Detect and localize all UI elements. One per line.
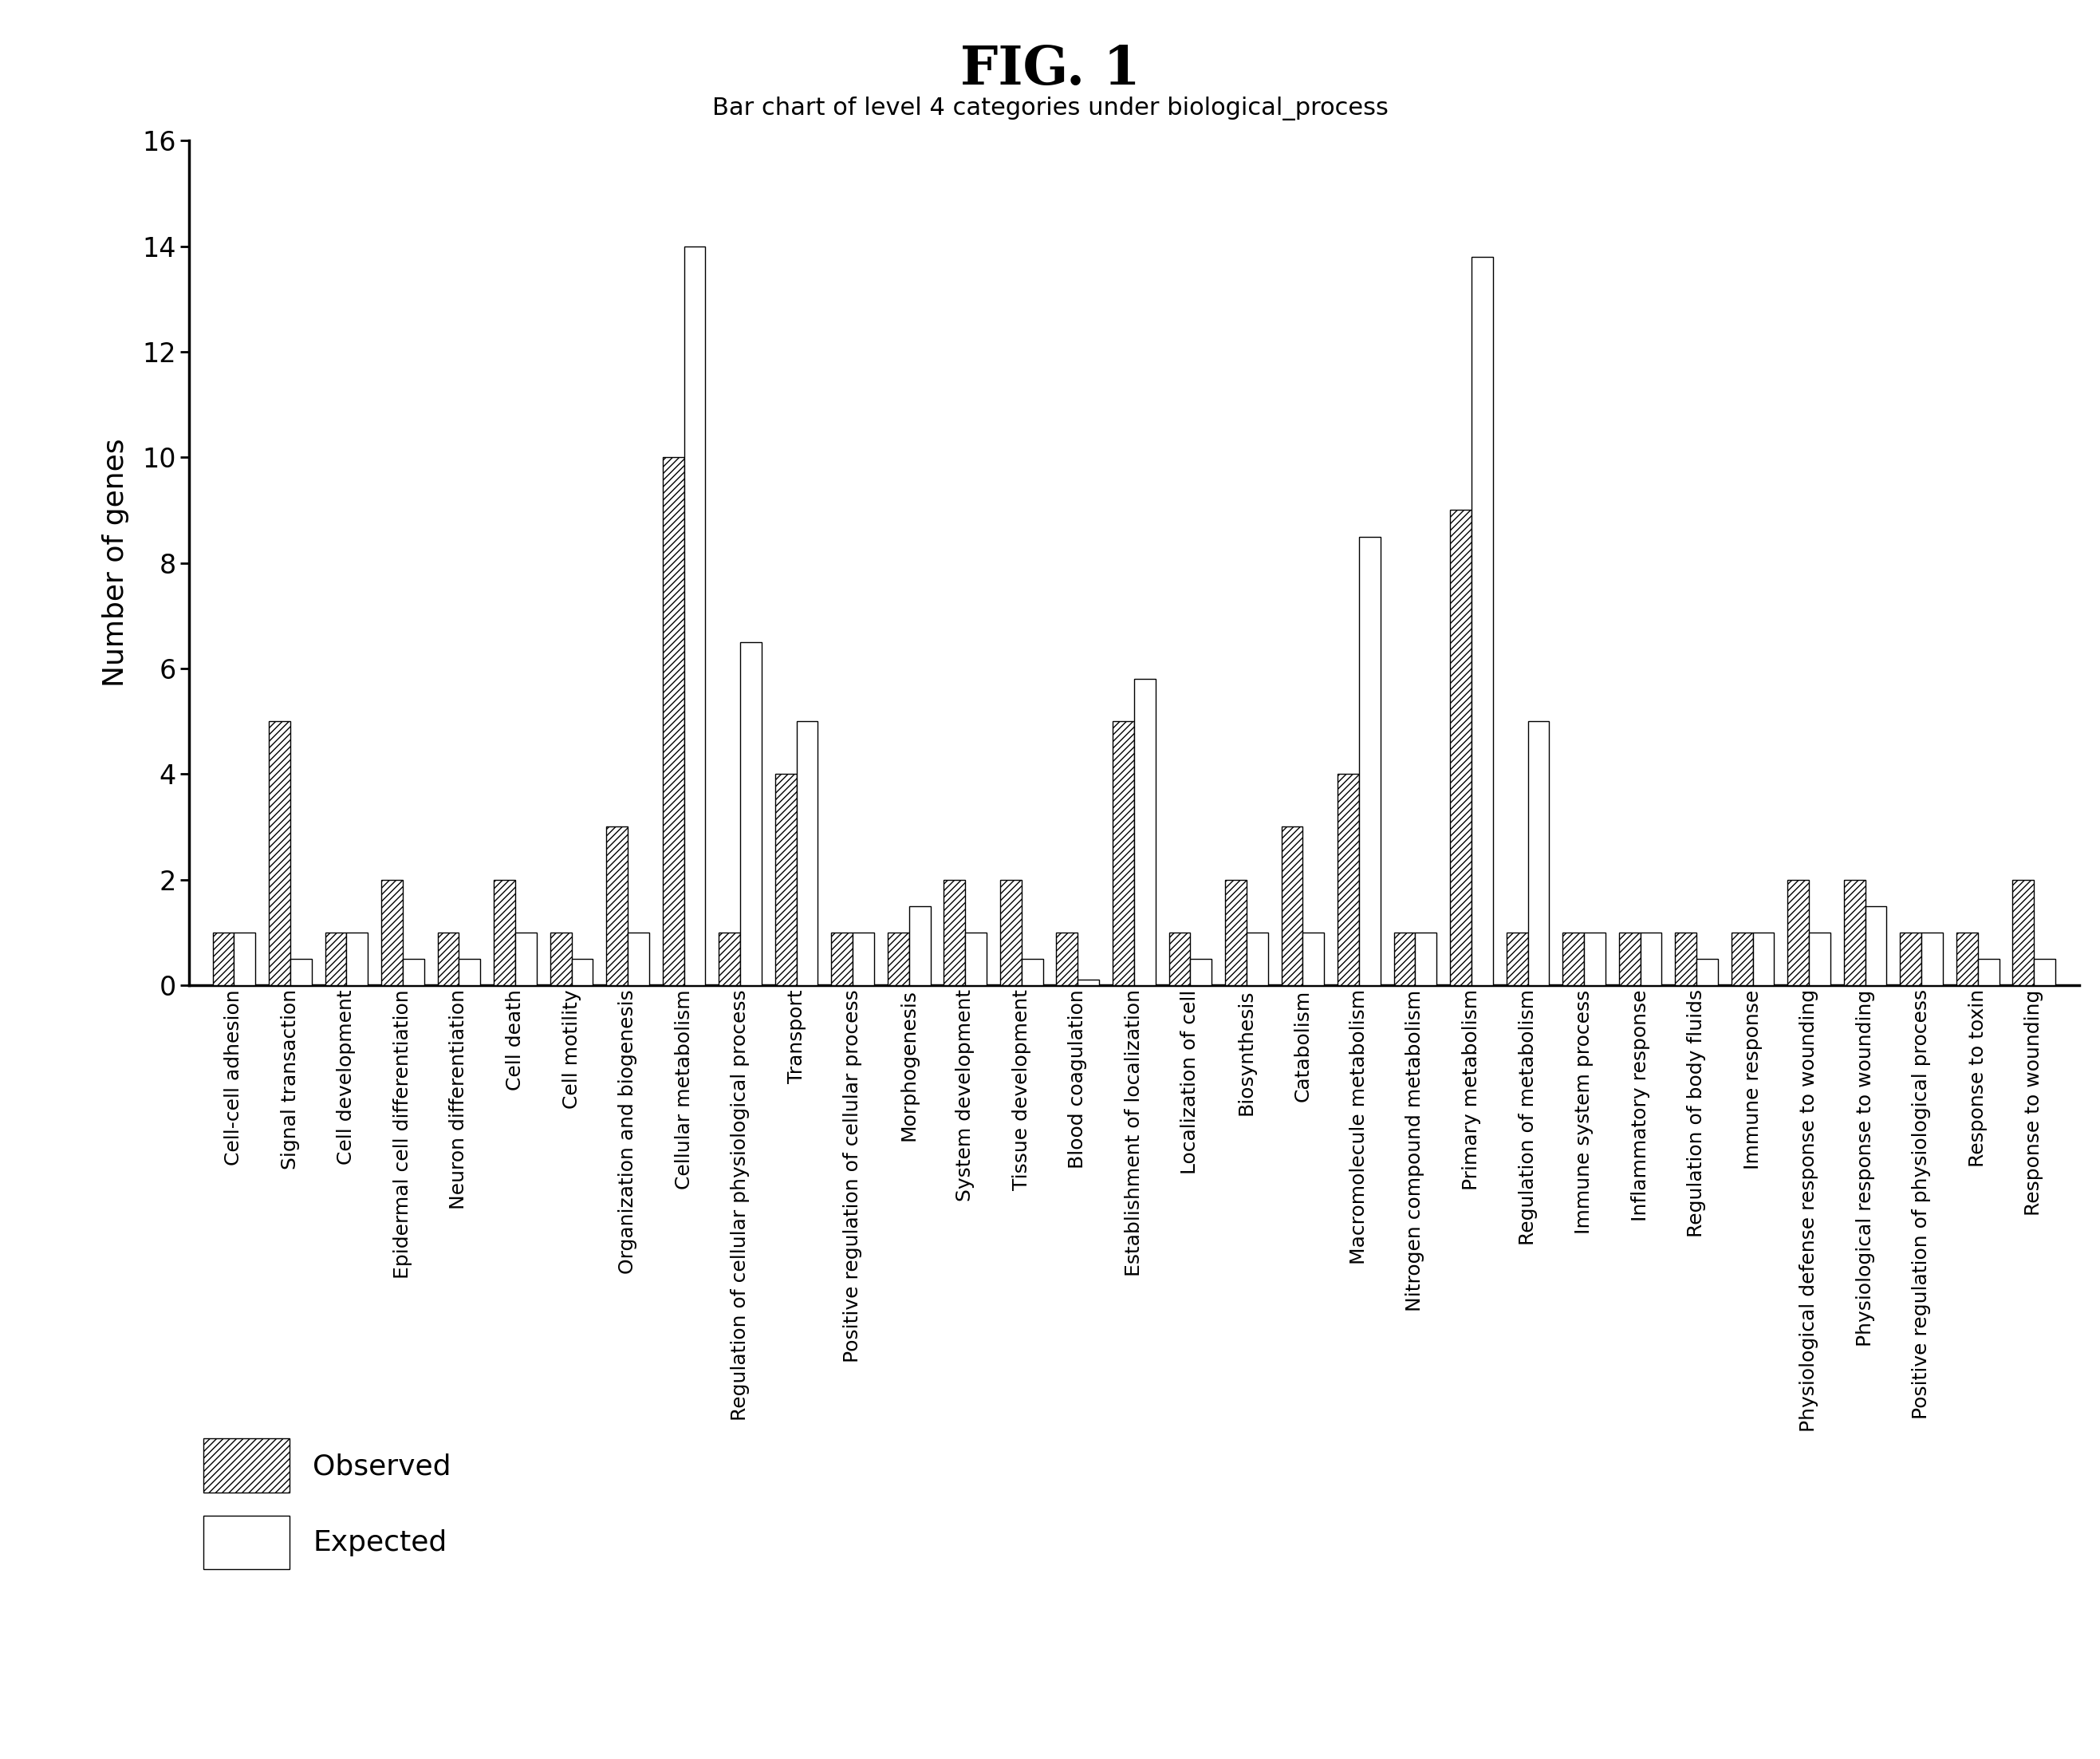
Bar bbox=[290, 959, 311, 985]
Bar bbox=[943, 880, 966, 985]
Bar bbox=[1844, 880, 1865, 985]
Bar bbox=[212, 932, 233, 985]
Bar bbox=[1808, 932, 1831, 985]
Bar bbox=[403, 959, 424, 985]
Bar bbox=[1113, 721, 1134, 985]
Bar bbox=[494, 880, 514, 985]
Bar bbox=[1338, 774, 1359, 985]
Bar bbox=[1224, 880, 1247, 985]
Bar bbox=[1978, 959, 1999, 985]
Bar bbox=[1697, 959, 1718, 985]
Y-axis label: Number of genes: Number of genes bbox=[103, 438, 128, 688]
Bar bbox=[718, 932, 741, 985]
Bar bbox=[664, 457, 685, 985]
Bar bbox=[775, 774, 796, 985]
Bar bbox=[966, 932, 987, 985]
Bar bbox=[741, 642, 762, 985]
Bar bbox=[1394, 932, 1415, 985]
Bar bbox=[269, 721, 290, 985]
Bar bbox=[796, 721, 817, 985]
Bar bbox=[1472, 257, 1493, 985]
Bar bbox=[1562, 932, 1583, 985]
Bar bbox=[607, 827, 628, 985]
Bar bbox=[1247, 932, 1268, 985]
Bar bbox=[437, 932, 460, 985]
Bar bbox=[514, 932, 538, 985]
Bar bbox=[1506, 932, 1529, 985]
Bar bbox=[832, 932, 853, 985]
Bar bbox=[1000, 880, 1021, 985]
Bar bbox=[1901, 932, 1922, 985]
Bar bbox=[1787, 880, 1808, 985]
Bar bbox=[1865, 906, 1886, 985]
Bar bbox=[1451, 510, 1472, 985]
Bar bbox=[1170, 932, 1191, 985]
Bar bbox=[1583, 932, 1604, 985]
Bar bbox=[382, 880, 403, 985]
Bar bbox=[1359, 536, 1380, 985]
Bar bbox=[1922, 932, 1942, 985]
Bar bbox=[628, 932, 649, 985]
Bar bbox=[853, 932, 874, 985]
Bar bbox=[460, 959, 481, 985]
Bar bbox=[1056, 932, 1077, 985]
Bar bbox=[1676, 932, 1697, 985]
Bar bbox=[1753, 932, 1774, 985]
Text: Bar chart of level 4 categories under biological_process: Bar chart of level 4 categories under bi… bbox=[712, 97, 1388, 121]
Bar bbox=[2012, 880, 2035, 985]
Bar bbox=[2035, 959, 2056, 985]
Legend: Observed, Expected: Observed, Expected bbox=[204, 1439, 452, 1569]
Bar bbox=[685, 246, 706, 985]
Bar bbox=[233, 932, 256, 985]
Bar bbox=[1619, 932, 1640, 985]
Bar bbox=[1730, 932, 1754, 985]
Bar bbox=[550, 932, 571, 985]
Bar bbox=[326, 932, 347, 985]
Bar bbox=[1529, 721, 1550, 985]
Bar bbox=[1281, 827, 1302, 985]
Bar bbox=[1415, 932, 1436, 985]
Bar bbox=[1191, 959, 1212, 985]
Bar bbox=[1640, 932, 1661, 985]
Bar bbox=[888, 932, 909, 985]
Bar bbox=[909, 906, 930, 985]
Bar bbox=[1077, 980, 1098, 985]
Bar bbox=[571, 959, 592, 985]
Bar bbox=[1021, 959, 1044, 985]
Bar bbox=[346, 932, 367, 985]
Bar bbox=[1957, 932, 1978, 985]
Bar bbox=[1302, 932, 1325, 985]
Text: FIG. 1: FIG. 1 bbox=[960, 44, 1140, 95]
Bar bbox=[1134, 679, 1155, 985]
